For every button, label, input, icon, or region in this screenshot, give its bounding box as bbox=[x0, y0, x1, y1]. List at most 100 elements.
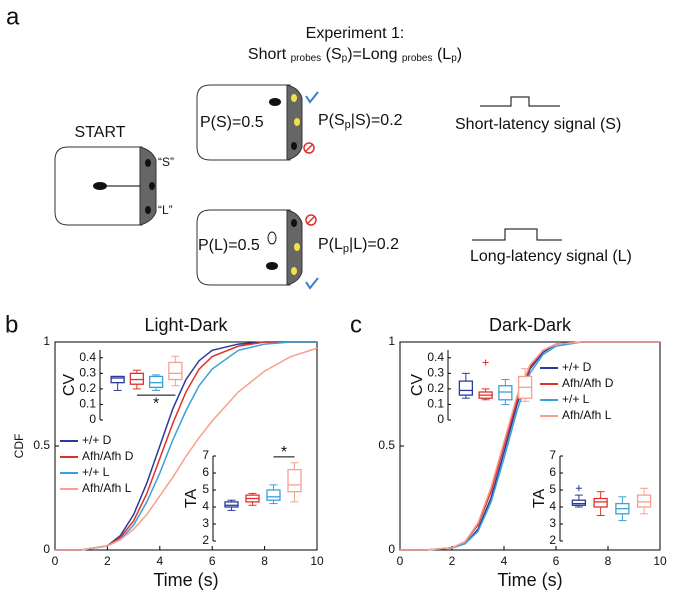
y-tick-label: 4 bbox=[549, 499, 556, 513]
text: p bbox=[343, 243, 349, 255]
legend-label: Afh/Afh L bbox=[82, 481, 132, 495]
outlier bbox=[482, 359, 489, 366]
x-tick-label: 6 bbox=[209, 554, 216, 568]
header-line2: Short probes (Sp)=Long probes (Lp) bbox=[248, 46, 462, 66]
y-axis-label: CV bbox=[61, 374, 78, 397]
box bbox=[571, 499, 587, 506]
text: P(S bbox=[318, 112, 345, 129]
chart-title: Dark-Dark bbox=[489, 315, 572, 335]
y-tick-label: 0 bbox=[437, 412, 444, 426]
probability: P(Sp|S)=0.2 bbox=[318, 112, 403, 131]
legend-label: Afh/Afh D bbox=[82, 449, 134, 463]
significance-label: * bbox=[153, 395, 159, 412]
box bbox=[593, 497, 608, 508]
y-tick-label: 0.2 bbox=[79, 381, 96, 395]
panel-label: b bbox=[5, 311, 18, 338]
y-tick-label: 6 bbox=[202, 465, 209, 479]
box bbox=[498, 385, 513, 401]
y-tick-label: 6 bbox=[549, 465, 556, 479]
panel-label: c bbox=[350, 311, 362, 338]
y-tick-label: 0 bbox=[43, 542, 50, 556]
cdf-line bbox=[55, 347, 318, 551]
y-tick-label: 0.3 bbox=[79, 366, 96, 380]
y-tick-label: 3 bbox=[202, 516, 209, 530]
legend-label: +/+ D bbox=[562, 360, 592, 374]
text: p bbox=[451, 53, 457, 64]
box bbox=[110, 375, 125, 384]
text: |S)=0.2 bbox=[351, 112, 403, 129]
box bbox=[636, 494, 652, 508]
y-tick-label: 5 bbox=[202, 482, 209, 496]
probability: P(S)=0.5 bbox=[200, 114, 264, 131]
text: probes bbox=[402, 53, 433, 64]
legend-label: Afh/Afh L bbox=[562, 408, 612, 422]
y-axis-label: TA bbox=[531, 489, 548, 509]
signal-trace bbox=[480, 96, 560, 107]
short-chamber bbox=[196, 84, 319, 161]
text: Short bbox=[248, 46, 287, 63]
box bbox=[168, 361, 183, 381]
cue-label: “L” bbox=[158, 203, 173, 217]
text: (L bbox=[437, 46, 451, 63]
text: (S bbox=[326, 46, 342, 63]
signal-trace bbox=[472, 228, 562, 241]
x-tick-label: 6 bbox=[553, 554, 560, 568]
panel-label: a bbox=[6, 3, 20, 30]
x-tick-label: 0 bbox=[397, 554, 404, 568]
start-label: START bbox=[75, 124, 126, 141]
y-tick-label: 0.5 bbox=[33, 438, 50, 452]
y-tick-label: 0.3 bbox=[427, 366, 444, 380]
y-tick-label: 0.2 bbox=[427, 381, 444, 395]
y-tick-label: 0.1 bbox=[79, 397, 96, 411]
box bbox=[129, 372, 145, 385]
x-tick-label: 10 bbox=[653, 554, 667, 568]
chart-title: Light-Dark bbox=[144, 315, 228, 335]
signal-label: Short-latency signal (S) bbox=[455, 116, 621, 133]
y-tick-label: 0.4 bbox=[427, 350, 444, 364]
text: )=Long bbox=[347, 46, 397, 63]
x-tick-label: 10 bbox=[310, 554, 324, 568]
y-tick-label: 1 bbox=[388, 334, 395, 348]
x-axis-label: Time (s) bbox=[497, 570, 562, 590]
y-axis-label: CDF bbox=[12, 434, 26, 459]
box bbox=[224, 501, 239, 508]
probability: P(L)=0.5 bbox=[198, 237, 260, 254]
text: p bbox=[342, 53, 348, 64]
y-axis-label: TA bbox=[183, 489, 200, 509]
header: Experiment 1: bbox=[306, 25, 405, 42]
x-tick-label: 8 bbox=[605, 554, 612, 568]
y-axis-label: CV bbox=[409, 374, 426, 397]
y-tick-label: 0 bbox=[89, 412, 96, 426]
outlier bbox=[575, 485, 582, 492]
y-tick-label: 0.4 bbox=[79, 350, 96, 364]
text: |L)=0.2 bbox=[349, 236, 399, 253]
x-tick-label: 8 bbox=[261, 554, 268, 568]
long-chamber bbox=[196, 209, 319, 290]
signal-label: Long-latency signal (L) bbox=[470, 248, 632, 265]
y-tick-label: 0 bbox=[388, 542, 395, 556]
box bbox=[148, 375, 164, 388]
y-tick-label: 2 bbox=[202, 533, 209, 547]
text: ) bbox=[457, 46, 462, 63]
start-chamber bbox=[54, 146, 157, 226]
box bbox=[266, 489, 281, 501]
text: probes bbox=[291, 53, 322, 64]
legend-label: +/+ L bbox=[82, 465, 110, 479]
y-tick-label: 4 bbox=[202, 499, 209, 513]
y-tick-label: 0.1 bbox=[427, 397, 444, 411]
x-tick-label: 0 bbox=[52, 554, 59, 568]
y-tick-label: 7 bbox=[202, 448, 209, 462]
text: p bbox=[345, 119, 351, 131]
y-tick-label: 3 bbox=[549, 516, 556, 530]
legend-label: +/+ L bbox=[562, 392, 590, 406]
y-tick-label: 0.5 bbox=[378, 438, 395, 452]
legend-label: Afh/Afh D bbox=[562, 376, 614, 390]
x-tick-label: 4 bbox=[156, 554, 163, 568]
x-tick-label: 4 bbox=[501, 554, 508, 568]
x-tick-label: 2 bbox=[104, 554, 111, 568]
box bbox=[458, 380, 474, 396]
probability: P(Lp|L)=0.2 bbox=[318, 236, 399, 255]
y-tick-label: 7 bbox=[549, 448, 556, 462]
y-tick-label: 5 bbox=[549, 482, 556, 496]
